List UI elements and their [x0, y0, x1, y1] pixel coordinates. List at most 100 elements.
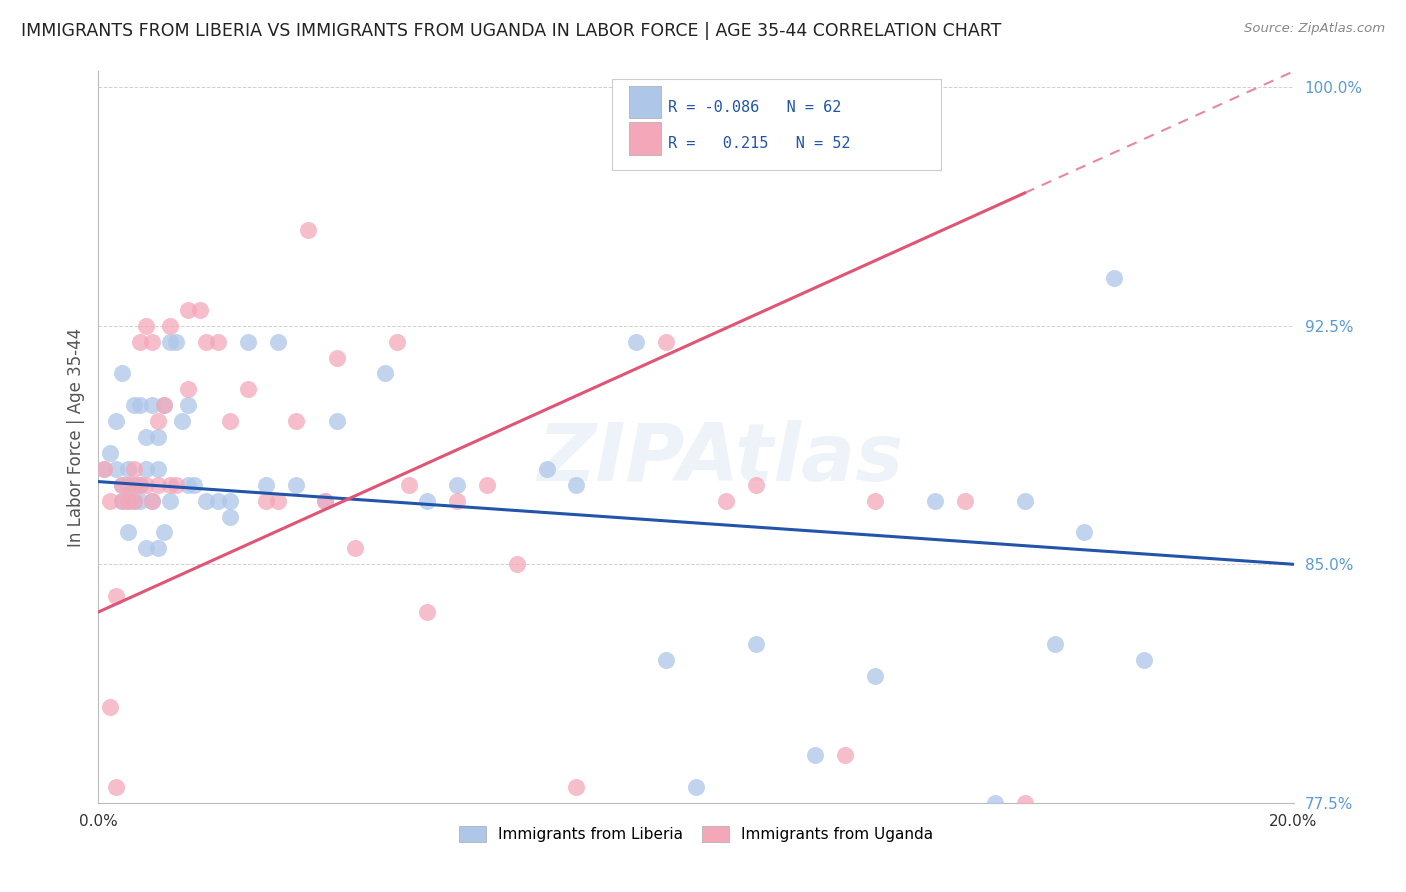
Point: [1073, 525, 1095, 540]
Point: [267, 334, 290, 349]
Point: [1043, 637, 1066, 651]
Point: [195, 493, 218, 508]
Text: IMMIGRANTS FROM LIBERIA VS IMMIGRANTS FROM UGANDA IN LABOR FORCE | AGE 35-44 COR: IMMIGRANTS FROM LIBERIA VS IMMIGRANTS FR…: [21, 22, 1001, 40]
Point: [834, 748, 856, 763]
Point: [141, 493, 163, 508]
Point: [685, 780, 707, 794]
Point: [177, 302, 200, 317]
Point: [626, 334, 648, 349]
Point: [129, 493, 152, 508]
Point: [219, 509, 242, 524]
Point: [1133, 653, 1156, 667]
Point: [446, 477, 468, 491]
Point: [153, 398, 176, 412]
Point: [804, 748, 827, 763]
Point: [475, 477, 498, 491]
Point: [159, 318, 181, 333]
Point: [117, 493, 139, 508]
Point: [536, 462, 558, 476]
Point: [1014, 493, 1036, 508]
Point: [129, 334, 152, 349]
Point: [159, 334, 181, 349]
Point: [1104, 271, 1126, 285]
Point: [111, 493, 134, 508]
Point: [117, 462, 139, 476]
Point: [141, 334, 163, 349]
Point: [254, 477, 277, 491]
Point: [254, 493, 277, 508]
Point: [284, 477, 307, 491]
Point: [326, 351, 349, 365]
Point: [177, 383, 200, 397]
Point: [1014, 796, 1036, 810]
Point: [865, 668, 887, 682]
Point: [148, 462, 170, 476]
Point: [124, 493, 146, 508]
FancyBboxPatch shape: [613, 78, 941, 170]
Point: [153, 398, 176, 412]
Point: [105, 589, 128, 603]
Point: [219, 493, 242, 508]
Point: [195, 334, 218, 349]
Point: [117, 477, 139, 491]
Point: [315, 493, 337, 508]
Point: [924, 493, 946, 508]
Point: [183, 477, 205, 491]
Point: [714, 493, 737, 508]
Point: [98, 700, 122, 714]
Point: [177, 398, 200, 412]
Point: [105, 414, 128, 428]
Point: [105, 780, 128, 794]
Point: [124, 493, 146, 508]
Point: [111, 367, 134, 381]
FancyBboxPatch shape: [628, 122, 661, 154]
Point: [129, 477, 152, 491]
Point: [177, 477, 200, 491]
Point: [159, 477, 181, 491]
Point: [135, 430, 157, 444]
Point: [344, 541, 367, 556]
Point: [159, 493, 181, 508]
Point: [124, 477, 146, 491]
Point: [129, 477, 152, 491]
Point: [111, 477, 134, 491]
Point: [124, 398, 146, 412]
Point: [105, 462, 128, 476]
Point: [236, 334, 259, 349]
Point: [148, 430, 170, 444]
Point: [135, 477, 157, 491]
Point: [267, 493, 290, 508]
Point: [315, 493, 337, 508]
Point: [284, 414, 307, 428]
Point: [416, 493, 439, 508]
Point: [219, 414, 242, 428]
Point: [374, 367, 396, 381]
Point: [98, 446, 122, 460]
Point: [111, 493, 134, 508]
Point: [506, 558, 529, 572]
Point: [655, 334, 678, 349]
Point: [865, 493, 887, 508]
Point: [124, 477, 146, 491]
Point: [385, 334, 409, 349]
Point: [141, 398, 163, 412]
Point: [98, 493, 122, 508]
Point: [172, 414, 194, 428]
Point: [446, 493, 468, 508]
Point: [117, 525, 139, 540]
Point: [148, 477, 170, 491]
Point: [398, 477, 420, 491]
Point: [188, 302, 211, 317]
Point: [565, 477, 588, 491]
Point: [111, 477, 134, 491]
Point: [416, 605, 439, 619]
Point: [153, 525, 176, 540]
Point: [165, 334, 187, 349]
Point: [135, 462, 157, 476]
Text: R = -0.086   N = 62: R = -0.086 N = 62: [668, 100, 842, 115]
Point: [655, 653, 678, 667]
Point: [148, 541, 170, 556]
Point: [141, 493, 163, 508]
Point: [117, 493, 139, 508]
Point: [953, 493, 976, 508]
